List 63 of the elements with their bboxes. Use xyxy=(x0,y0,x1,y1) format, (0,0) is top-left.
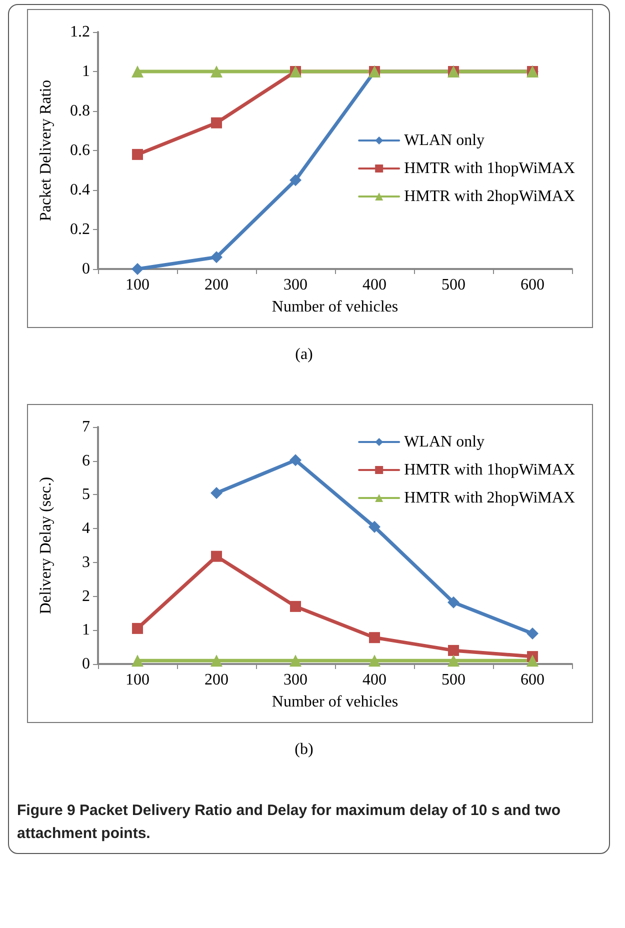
point xyxy=(448,644,459,656)
x-tick-label: 500 xyxy=(442,672,466,688)
x-tick-label: 400 xyxy=(362,276,386,294)
x-tick-label: 300 xyxy=(284,672,308,688)
point xyxy=(210,251,222,264)
x-tick-label: 600 xyxy=(520,276,544,294)
y-tick-label: 0 xyxy=(82,260,90,278)
text: (b) xyxy=(294,741,314,759)
x-tick-label: 100 xyxy=(126,276,150,294)
point xyxy=(290,654,302,667)
x-axis-title: Number of vehicles xyxy=(272,298,398,316)
y-tick-label: 1 xyxy=(82,622,90,639)
x-tick-label: 300 xyxy=(284,276,308,294)
point xyxy=(132,654,144,667)
point xyxy=(526,628,538,640)
y-tick-label: 3 xyxy=(82,554,90,571)
y-axis-title: Delivery Delay (sec.) xyxy=(38,476,54,614)
point xyxy=(290,174,302,186)
y-tick-label: 0.2 xyxy=(70,221,90,238)
x-tick-label: 200 xyxy=(204,672,228,688)
x-tick-label: 600 xyxy=(520,672,544,688)
legend-label: HMTR with 2hopWiMAX xyxy=(404,490,576,506)
y-tick-label: 7 xyxy=(82,418,90,436)
point xyxy=(210,654,222,667)
point xyxy=(290,600,301,612)
point xyxy=(210,487,222,500)
point xyxy=(369,632,380,644)
y-tick-label: 2 xyxy=(82,588,90,605)
y-tick-label: 0.6 xyxy=(70,142,90,159)
point xyxy=(132,66,144,78)
point xyxy=(132,263,144,275)
legend-label: WLAN only xyxy=(404,132,485,149)
y-tick-label: 4 xyxy=(82,520,90,538)
point xyxy=(290,454,302,466)
text: (a) xyxy=(294,346,314,364)
legend-label: HMTR with 2hopWiMAX xyxy=(404,188,576,205)
y-tick-label: 0.8 xyxy=(70,102,90,120)
point xyxy=(526,654,538,667)
x-tick-label: 100 xyxy=(126,672,150,688)
y-axis-title: Packet Delivery Ratio xyxy=(38,80,54,222)
point xyxy=(448,654,460,667)
point xyxy=(211,117,222,128)
point xyxy=(211,550,222,562)
y-tick-label: 0.4 xyxy=(70,182,90,198)
point xyxy=(368,520,380,533)
y-tick-label: 6 xyxy=(82,452,90,470)
y-tick-label: 1.2 xyxy=(70,24,90,40)
y-tick-label: 5 xyxy=(82,486,90,504)
point xyxy=(448,596,460,608)
x-tick-label: 200 xyxy=(204,276,228,294)
x-tick-label: 400 xyxy=(362,672,386,688)
y-tick-label: 0 xyxy=(82,656,90,672)
caption: Figure 9 Packet Delivery Ratio and Delay for maximum delay of 10 s and two attachment points. xyxy=(16,801,562,844)
legend-label: WLAN only xyxy=(404,434,485,450)
x-tick-label: 500 xyxy=(442,276,466,294)
point xyxy=(368,654,380,667)
legend-label: HMTR with 1hopWiMAX xyxy=(404,462,576,478)
legend-label: HMTR with 1hopWiMAX xyxy=(404,160,576,177)
x-axis-title: Number of vehicles xyxy=(272,694,398,710)
point xyxy=(210,66,222,78)
y-tick-label: 1 xyxy=(82,63,90,80)
point xyxy=(132,622,143,634)
point xyxy=(132,148,143,160)
